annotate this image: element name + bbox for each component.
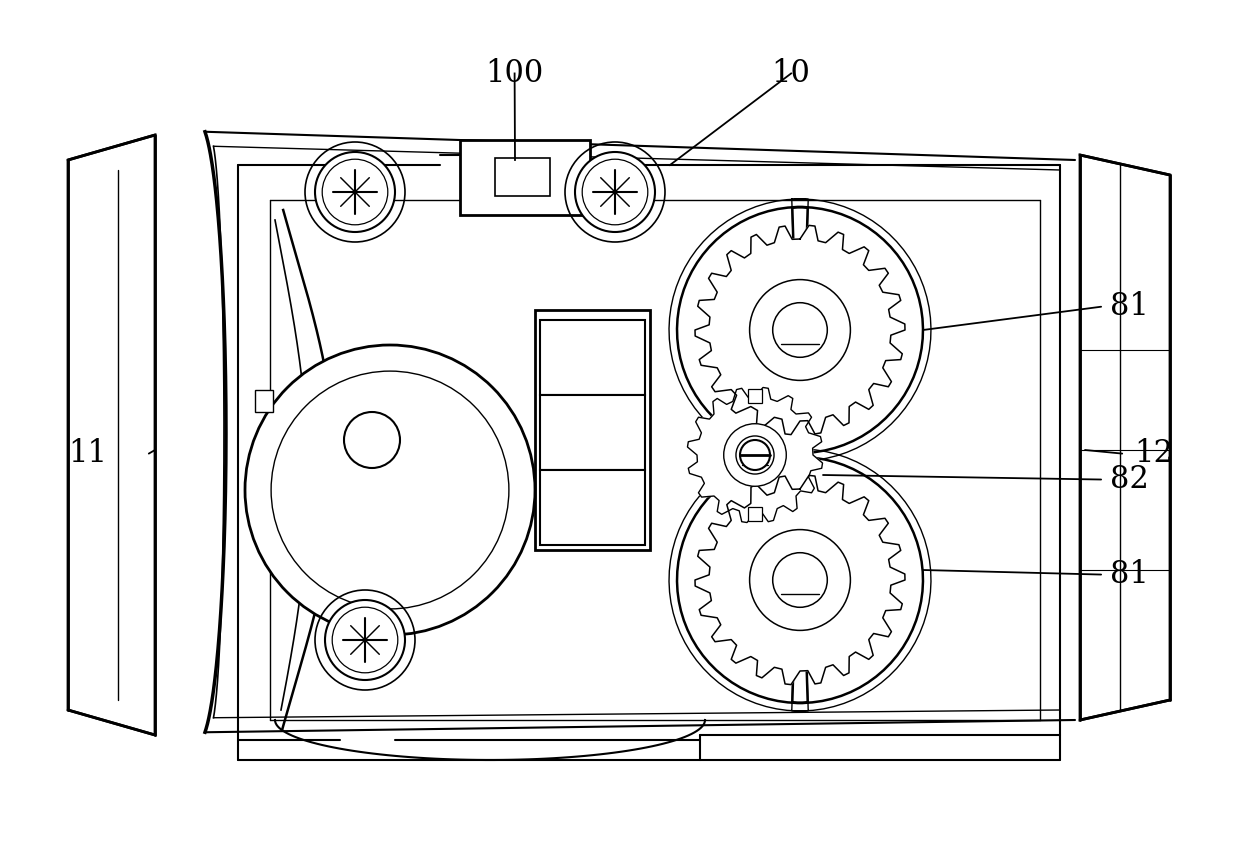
Circle shape [325, 600, 405, 680]
Polygon shape [677, 207, 923, 703]
Circle shape [724, 423, 786, 486]
Text: 100: 100 [486, 58, 543, 89]
Bar [460, 140, 590, 215]
Bar [539, 470, 645, 545]
Text: 10: 10 [771, 58, 811, 89]
Text: 81: 81 [1110, 291, 1148, 322]
Text: 11: 11 [68, 438, 107, 469]
Bar [255, 390, 273, 412]
Bar [534, 310, 650, 550]
Bar [539, 395, 645, 470]
Polygon shape [694, 226, 905, 435]
Circle shape [750, 280, 851, 380]
Polygon shape [687, 387, 822, 523]
Text: 82: 82 [1110, 464, 1148, 495]
Circle shape [737, 436, 774, 474]
Circle shape [575, 152, 655, 232]
Bar [748, 507, 763, 521]
Circle shape [773, 302, 827, 358]
Bar [748, 389, 763, 403]
Circle shape [343, 412, 401, 468]
Polygon shape [1080, 155, 1171, 720]
Circle shape [740, 440, 770, 470]
Circle shape [773, 553, 827, 607]
Polygon shape [694, 475, 905, 684]
Text: 81: 81 [1110, 559, 1148, 590]
Circle shape [750, 530, 851, 631]
Bar [155, 130, 1080, 770]
Circle shape [246, 345, 534, 635]
Circle shape [315, 152, 396, 232]
Text: 12: 12 [1135, 438, 1173, 469]
Polygon shape [68, 135, 155, 735]
Bar [495, 158, 551, 196]
Bar [539, 320, 645, 395]
